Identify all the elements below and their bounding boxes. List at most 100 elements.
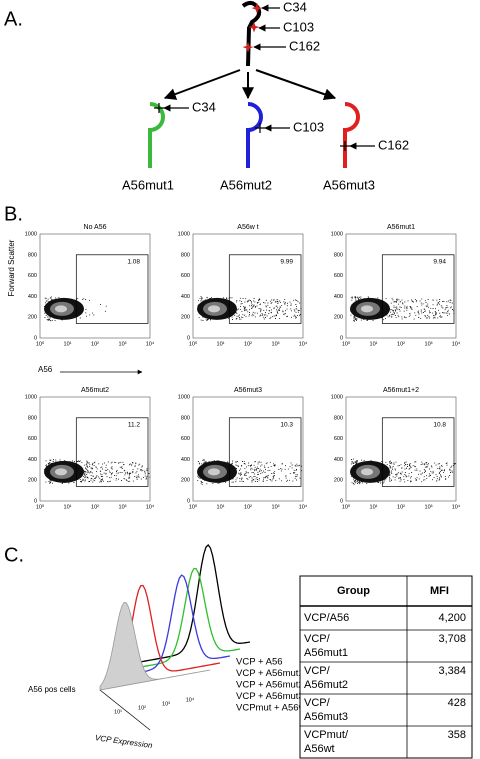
plot-frame	[192, 396, 304, 502]
y-tick-label: 200	[28, 315, 37, 321]
y-tick-label: 1000	[331, 394, 343, 400]
gate-value: 9.94	[433, 259, 446, 266]
flow-plots: No A56 0 200 400 600 800 1000 10⁰ 10¹ 10² 10³ 10⁴ 1.…	[25, 224, 461, 511]
mfi-cell: 3,708	[438, 633, 466, 645]
x-tick-label: 10²	[91, 504, 99, 510]
plot-frame	[345, 396, 457, 502]
panel-a: A. C34 C103 C162	[4, 0, 337, 101]
x-tick-label: 10⁴	[186, 696, 195, 703]
y-tick-label: 400	[181, 457, 190, 463]
y-tick-label: 800	[181, 415, 190, 421]
y-tick-label: 0	[187, 335, 190, 341]
plot-title: A56mut2	[81, 387, 109, 394]
x-tick-label: 10⁰	[342, 503, 351, 510]
y-tick-label: 600	[334, 436, 343, 442]
table-header: Group	[337, 585, 370, 597]
y-tick-label: 0	[340, 335, 343, 341]
x-axis	[99, 669, 211, 691]
mutant-protein	[148, 102, 165, 168]
x-tick-label: 10⁴	[452, 340, 461, 347]
site-cross	[340, 141, 350, 151]
y-tick-label: 800	[181, 252, 190, 258]
gate-value: 11.2	[128, 422, 141, 429]
plot-frame	[39, 396, 151, 502]
x-tick-label: 10¹	[370, 341, 378, 347]
density-core	[55, 468, 67, 476]
legend-entry: VCPmut + A56wt	[236, 703, 308, 714]
gate	[228, 417, 302, 487]
gate-value: 10.8	[433, 422, 446, 429]
plot-title: A56mut1+2	[383, 387, 419, 394]
mutant-label: A56mut3	[323, 177, 375, 192]
y-tick-label: 600	[28, 436, 37, 442]
panel-label: C.	[4, 544, 24, 566]
density-core	[361, 468, 373, 476]
arrow	[255, 69, 337, 101]
group-cell: VCP/A56	[304, 612, 349, 624]
mfi-cell: 3,384	[438, 665, 466, 677]
mutant-label: A56mut2	[220, 177, 272, 192]
arrow	[163, 69, 241, 100]
x-tick-label: 10²	[138, 705, 146, 711]
panel-label: A.	[4, 8, 23, 30]
site-markers	[242, 3, 263, 53]
y-tick-label: 1000	[331, 231, 343, 237]
y-tick-label: 0	[187, 498, 190, 504]
group-cell: A56mut1	[304, 647, 348, 659]
site-cross	[154, 103, 164, 113]
y-axis-label: Forward Scatter	[7, 239, 16, 296]
y-tick-label: 400	[28, 294, 37, 300]
y-tick-label: 200	[181, 315, 190, 321]
x-tick-label: 10¹	[64, 341, 72, 347]
y-tick-label: 200	[28, 478, 37, 484]
mutant-label: A56mut1	[122, 177, 174, 192]
gate-value: 10.3	[280, 422, 293, 429]
x-axis	[99, 689, 151, 731]
x-tick-label: 10⁴	[146, 340, 155, 347]
x-tick-label: 10¹	[370, 504, 378, 510]
y-tick-label: 800	[28, 415, 37, 421]
y-tick-label: 800	[334, 252, 343, 258]
plot-frame	[192, 233, 304, 339]
y-tick-label: 0	[34, 498, 37, 504]
x-tick-label: 10⁰	[342, 340, 351, 347]
x-tick-label: 10⁰	[189, 503, 198, 510]
x-tick-label: 10³	[425, 341, 433, 347]
x-tick-label: 10²	[244, 504, 252, 510]
gate	[75, 254, 149, 324]
group-cell: VCP/	[304, 633, 331, 645]
x-axis-label: VCP Expression	[94, 733, 153, 750]
x-tick-label: 10⁰	[189, 340, 198, 347]
site-label: C103	[293, 119, 324, 134]
y-tick-label: 600	[334, 273, 343, 279]
x-tick-label: 10⁰	[36, 503, 45, 510]
x-tick-label: 10³	[119, 504, 127, 510]
y-tick-label: 600	[181, 273, 190, 279]
site-label: C103	[283, 19, 314, 34]
y-tick-label: 200	[181, 478, 190, 484]
gate-value: 9.99	[280, 259, 293, 266]
x-tick-label: 10⁰	[36, 340, 45, 347]
density-core	[208, 305, 220, 313]
x-tick-label: 10³	[119, 341, 127, 347]
x-tick-label: 10²	[397, 504, 405, 510]
x-tick-label: 10¹	[64, 504, 72, 510]
y-tick-label: 400	[334, 457, 343, 463]
x-tick-label: 10³	[272, 504, 280, 510]
legend-entry: VCP + A56mut3	[236, 691, 304, 702]
legend-entry: VCP + A56mut2	[236, 680, 304, 691]
group-cell: VCP/	[304, 697, 331, 709]
gate	[381, 417, 455, 487]
y-tick-label: 0	[340, 498, 343, 504]
gate-value: 1.08	[127, 259, 140, 266]
x-tick-label: 10²	[244, 341, 252, 347]
y-tick-label: 400	[181, 294, 190, 300]
panel-label: B.	[4, 203, 23, 225]
x-tick-label: 10¹	[217, 504, 225, 510]
x-tick-label: 10⁴	[299, 503, 308, 510]
x-tick-label: 10¹	[217, 341, 225, 347]
y-tick-label: 400	[334, 294, 343, 300]
histogram	[129, 567, 241, 670]
